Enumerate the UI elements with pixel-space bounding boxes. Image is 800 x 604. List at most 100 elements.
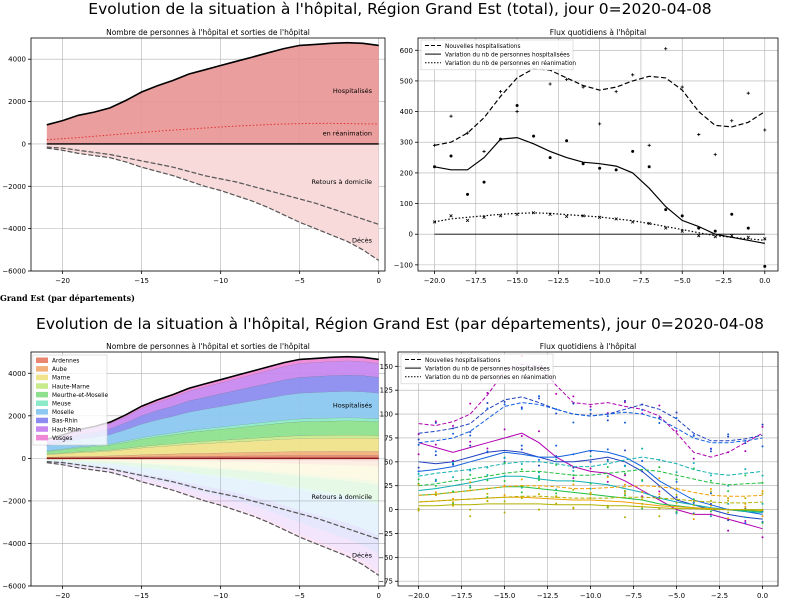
dept-flux-point xyxy=(555,502,558,505)
chart2-x-tick-label: −7.5 xyxy=(632,277,649,285)
dept-flux-point xyxy=(452,476,455,479)
flux-point xyxy=(498,90,503,94)
chart2-x-tick-label: −10.0 xyxy=(589,277,610,285)
flux-point xyxy=(597,215,602,220)
dept-flux-point xyxy=(709,474,712,477)
dept-flux-point xyxy=(709,490,712,493)
legend-label-moselle: Moselle xyxy=(52,410,74,416)
dept-flux-point xyxy=(486,447,489,450)
dept-flux-point xyxy=(744,497,747,500)
legend-swatch-meuse xyxy=(36,400,48,406)
chart1-title: Nombre de personnes à l'hôpital et sorti… xyxy=(106,28,310,37)
chart1-y-tick-label: 2000 xyxy=(8,98,26,106)
flux-point xyxy=(548,82,552,86)
flux-point xyxy=(532,134,536,138)
dept-flux-point xyxy=(486,466,489,469)
label-deces-depts: Décès xyxy=(352,551,373,559)
dept-flux-point xyxy=(572,474,575,477)
chart4-y-tick-label: −75 xyxy=(378,578,393,586)
chart2-legend-frame xyxy=(420,39,574,71)
dept-flux-point xyxy=(692,462,695,465)
flux-point xyxy=(614,217,618,221)
chart1-x-tick-label: −5 xyxy=(294,277,304,285)
dept-flux-point xyxy=(675,505,678,508)
dept-flux-point xyxy=(692,513,695,516)
dept-flux-point xyxy=(452,490,455,493)
retours-domicile-line xyxy=(46,146,379,225)
legend-swatch-haut-rhin xyxy=(36,426,48,432)
dept-flux-point xyxy=(744,439,747,442)
chart2-x-tick-label: −15.0 xyxy=(506,277,527,285)
flux-point xyxy=(598,166,602,170)
dept-flux-point xyxy=(606,476,609,479)
dept-flux-point xyxy=(417,466,420,469)
dept-flux-hosp-line xyxy=(418,495,763,504)
dept-flux-point xyxy=(675,416,678,419)
dept-flux-point xyxy=(486,474,489,477)
flux-point xyxy=(697,226,701,230)
chart4-y-tick-label: 0 xyxy=(389,506,393,514)
dept-flux-point xyxy=(452,501,455,504)
chart3-y-tick-label: −2000 xyxy=(2,497,26,505)
chart4-legend: Nouvelles hospitalisations Variation du n… xyxy=(400,353,556,385)
dept-flux-point xyxy=(452,427,455,430)
chart3-y-tick-label: 0 xyxy=(22,455,26,463)
dept-flux-point xyxy=(503,428,506,431)
dept-flux-point xyxy=(503,461,506,464)
dept-flux-point xyxy=(555,463,558,466)
dept-flux-point xyxy=(744,442,747,445)
dept-out-area xyxy=(46,458,379,462)
dept-flux-point xyxy=(589,492,592,495)
dept-flux-point xyxy=(434,454,437,457)
dept-flux-point xyxy=(727,517,730,520)
chart1-y-tick-label: 4000 xyxy=(8,56,26,64)
flux-point xyxy=(482,215,486,220)
dept-flux-point xyxy=(555,495,558,498)
dept-flux-point xyxy=(555,458,558,461)
chart1-x-tick-label: 0 xyxy=(376,277,380,285)
dept-flux-point xyxy=(709,513,712,516)
chart2-legend-label: Variation du nb de personnes hospitalisé… xyxy=(445,52,570,59)
dept-flux-point xyxy=(503,494,506,497)
dept-flux-point xyxy=(589,467,592,470)
dept-flux-point xyxy=(658,422,661,425)
dept-flux-point xyxy=(469,434,472,437)
chart2-y-tick-label: 300 xyxy=(400,139,413,147)
legend-label-bas-rhin: Bas-Rhin xyxy=(52,419,78,425)
dept-flux-point xyxy=(761,425,764,428)
dept-flux-point xyxy=(727,451,730,454)
legend-label-meurthe-et-moselle: Meurthe-et-Moselle xyxy=(52,393,109,399)
chart2-y-tick-label: 200 xyxy=(400,169,413,177)
dept-flux-point xyxy=(520,435,523,438)
dept-flux-point xyxy=(520,468,523,471)
flux-point xyxy=(548,156,552,160)
dept-flux-point xyxy=(572,402,575,405)
dept-flux-point xyxy=(469,440,472,443)
legend-label-aube: Aube xyxy=(52,367,67,373)
dept-flux-point xyxy=(572,477,575,480)
dept-flux-point xyxy=(606,504,609,507)
chart3-legend: Ardennes Aube Marne Haute-Marne Meurthe-et-M… xyxy=(32,354,109,446)
chart4-x-tick-label: −7.5 xyxy=(625,592,642,600)
legend-swatch-ardennes xyxy=(36,357,48,363)
dept-flux-point xyxy=(537,397,540,400)
dept-flux-point xyxy=(675,487,678,490)
dept-flux-point xyxy=(469,431,472,434)
flux-point xyxy=(482,149,486,154)
dept-flux-point xyxy=(503,475,506,478)
dept-flux-point xyxy=(623,489,626,492)
dept-flux-point xyxy=(589,408,592,411)
flux-point xyxy=(465,131,470,135)
flux-point xyxy=(614,168,618,172)
dept-flux-point xyxy=(520,497,523,500)
chart4-x-tick-label: −2.5 xyxy=(711,592,728,600)
chart2-x-tick-label: −2.5 xyxy=(715,277,732,285)
dept-flux-point xyxy=(675,510,678,513)
flux-point xyxy=(531,211,536,215)
hospitalises-area xyxy=(46,42,379,144)
dept-flux-point xyxy=(641,470,644,473)
dept-flux-point xyxy=(537,486,540,489)
dept-flux-point xyxy=(623,492,626,495)
dept-flux-point xyxy=(606,415,609,418)
chart2-x-tick-label: −20.0 xyxy=(424,277,445,285)
